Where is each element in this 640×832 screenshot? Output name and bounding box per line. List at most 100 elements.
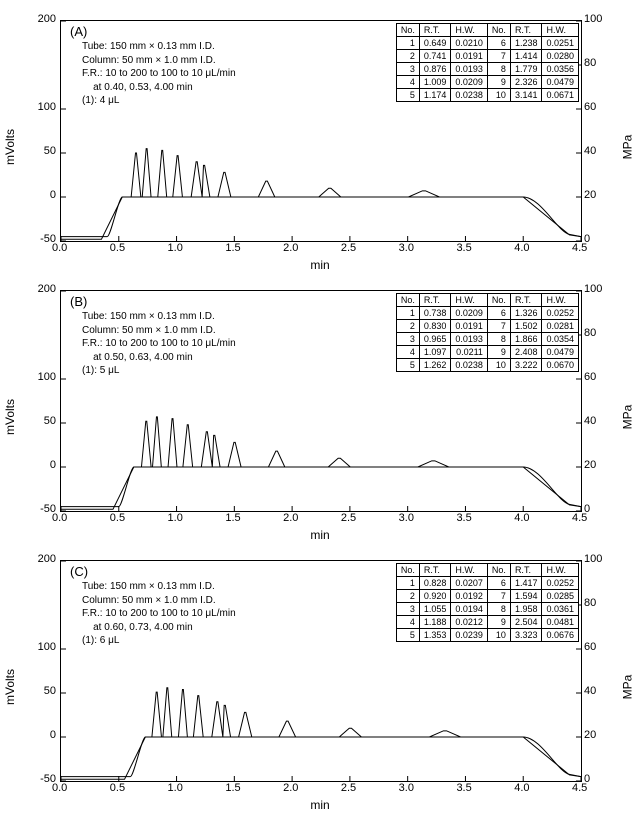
table-cell: 8 <box>487 603 510 616</box>
y-left-tick-label: 100 <box>38 641 56 653</box>
x-tick-label: 3.5 <box>456 512 471 524</box>
x-tick-label: 1.0 <box>168 782 183 794</box>
table-cell: 3.323 <box>510 629 542 642</box>
chromatogram-panel: mVoltsMPaminNo.R.T.H.W.No.R.T.H.W.10.828… <box>10 550 630 810</box>
table-header-cell: R.T. <box>419 294 451 307</box>
pressure-trace <box>61 197 581 237</box>
table-row: 10.8280.020761.4170.0252 <box>396 577 578 590</box>
table-cell: 3 <box>396 333 419 346</box>
y-right-tick-label: 40 <box>584 145 596 157</box>
y-right-tick-label: 0 <box>584 503 590 515</box>
pressure-trace <box>61 467 581 507</box>
table-cell: 0.0356 <box>542 63 579 76</box>
y-left-tick-label: 50 <box>44 415 56 427</box>
table-row: 41.0970.021192.4080.0479 <box>396 346 578 359</box>
y-right-tick-label: 60 <box>584 101 596 113</box>
table-row: 20.7410.019171.4140.0280 <box>396 50 578 63</box>
table-header-cell: R.T. <box>510 294 542 307</box>
y-right-tick-label: 40 <box>584 685 596 697</box>
table-cell: 1.055 <box>419 603 451 616</box>
table-cell: 0.828 <box>419 577 451 590</box>
x-tick-label: 2.0 <box>283 782 298 794</box>
table-cell: 0.0251 <box>542 37 579 50</box>
table-cell: 0.920 <box>419 590 451 603</box>
panel-letter: (B) <box>70 294 87 309</box>
x-tick-label: 4.0 <box>514 512 529 524</box>
table-cell: 0.0212 <box>451 616 488 629</box>
table-cell: 1.238 <box>510 37 542 50</box>
table-cell: 0.0252 <box>542 307 579 320</box>
table-row: 10.6490.021061.2380.0251 <box>396 37 578 50</box>
x-tick-label: 4.0 <box>514 242 529 254</box>
y-right-tick-label: 20 <box>584 459 596 471</box>
table-cell: 2.408 <box>510 346 542 359</box>
table-cell: 0.0676 <box>542 629 579 642</box>
table-row: 20.8300.019171.5020.0281 <box>396 320 578 333</box>
table-cell: 0.0671 <box>542 89 579 102</box>
table-cell: 3.222 <box>510 359 542 372</box>
table-header-cell: No. <box>487 294 510 307</box>
table-cell: 0.0238 <box>451 359 488 372</box>
table-cell: 0.0211 <box>451 346 488 359</box>
table-cell: 4 <box>396 76 419 89</box>
table-cell: 2.326 <box>510 76 542 89</box>
x-tick-label: 1.0 <box>168 512 183 524</box>
y-right-tick-label: 20 <box>584 729 596 741</box>
table-cell: 9 <box>487 346 510 359</box>
x-tick-label: 3.0 <box>399 782 414 794</box>
plot-area: No.R.T.H.W.No.R.T.H.W.10.6490.021061.238… <box>60 20 582 242</box>
table-cell: 0.0238 <box>451 89 488 102</box>
table-cell: 5 <box>396 359 419 372</box>
table-cell: 6 <box>487 307 510 320</box>
y-axis-right-label: MPa <box>621 675 635 700</box>
y-left-tick-label: -50 <box>40 773 56 785</box>
table-row: 51.3530.0239103.3230.0676 <box>396 629 578 642</box>
peak-data-table: No.R.T.H.W.No.R.T.H.W.10.7380.020961.326… <box>396 293 579 372</box>
table-cell: 0.0193 <box>451 63 488 76</box>
table-cell: 1.097 <box>419 346 451 359</box>
y-axis-left-label: mVolts <box>3 129 17 165</box>
table-cell: 0.0192 <box>451 590 488 603</box>
table-cell: 4 <box>396 346 419 359</box>
x-axis-label: min <box>310 798 329 812</box>
peak-data-table: No.R.T.H.W.No.R.T.H.W.10.6490.021061.238… <box>396 23 579 102</box>
table-cell: 1.594 <box>510 590 542 603</box>
table-cell: 0.0194 <box>451 603 488 616</box>
panel-letter: (C) <box>70 564 88 579</box>
table-header-cell: No. <box>487 24 510 37</box>
chromatogram-trace <box>61 149 581 240</box>
y-axis-left-label: mVolts <box>3 669 17 705</box>
y-right-tick-label: 60 <box>584 641 596 653</box>
table-cell: 6 <box>487 577 510 590</box>
y-left-tick-label: 0 <box>50 189 56 201</box>
x-tick-label: 3.5 <box>456 242 471 254</box>
table-cell: 0.738 <box>419 307 451 320</box>
table-row: 30.9650.019381.8660.0354 <box>396 333 578 346</box>
table-cell: 1 <box>396 307 419 320</box>
table-cell: 2 <box>396 590 419 603</box>
y-axis-left-label: mVolts <box>3 399 17 435</box>
x-tick-label: 2.0 <box>283 242 298 254</box>
table-header-cell: H.W. <box>542 294 579 307</box>
table-row: 30.8760.019381.7790.0356 <box>396 63 578 76</box>
table-cell: 0.0280 <box>542 50 579 63</box>
y-right-tick-label: 100 <box>584 283 602 295</box>
table-header-cell: R.T. <box>419 564 451 577</box>
table-cell: 6 <box>487 37 510 50</box>
y-left-tick-label: 50 <box>44 685 56 697</box>
table-cell: 10 <box>487 89 510 102</box>
table-cell: 1.417 <box>510 577 542 590</box>
y-left-tick-label: 200 <box>38 13 56 25</box>
y-left-tick-label: 100 <box>38 371 56 383</box>
plot-area: No.R.T.H.W.No.R.T.H.W.10.7380.020961.326… <box>60 290 582 512</box>
y-axis-right-label: MPa <box>621 135 635 160</box>
table-cell: 1.958 <box>510 603 542 616</box>
y-left-tick-label: 100 <box>38 101 56 113</box>
table-cell: 7 <box>487 50 510 63</box>
table-cell: 5 <box>396 89 419 102</box>
table-cell: 7 <box>487 320 510 333</box>
table-row: 51.2620.0238103.2220.0670 <box>396 359 578 372</box>
table-row: 20.9200.019271.5940.0285 <box>396 590 578 603</box>
table-cell: 1.009 <box>419 76 451 89</box>
table-cell: 0.0481 <box>542 616 579 629</box>
